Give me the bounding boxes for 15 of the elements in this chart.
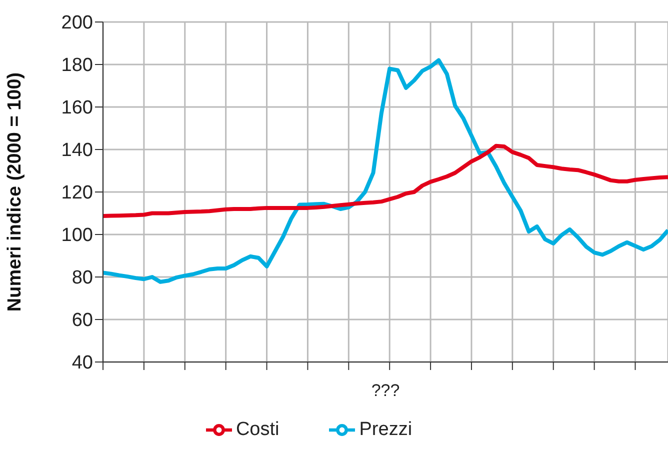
y-tick-label: 120 — [61, 182, 93, 204]
y-tick-label: 60 — [72, 310, 93, 332]
y-tick-label: 100 — [61, 225, 93, 246]
y-tick-label: 40 — [72, 352, 93, 374]
line-series — [103, 144, 668, 218]
line-series — [103, 58, 668, 284]
y-axis-title: Numeri indice (2000 = 100) — [4, 72, 26, 312]
legend-label: Prezzi — [359, 419, 412, 440]
y-tick-label: 80 — [72, 268, 93, 289]
y-tick-label: 160 — [61, 98, 93, 119]
y-tick-label: 200 — [61, 12, 93, 34]
y-tick-label: 140 — [61, 140, 93, 162]
x-axis-title: ??? — [371, 381, 400, 400]
y-tick-label: 180 — [61, 55, 93, 76]
legend-label: Costi — [236, 419, 280, 440]
